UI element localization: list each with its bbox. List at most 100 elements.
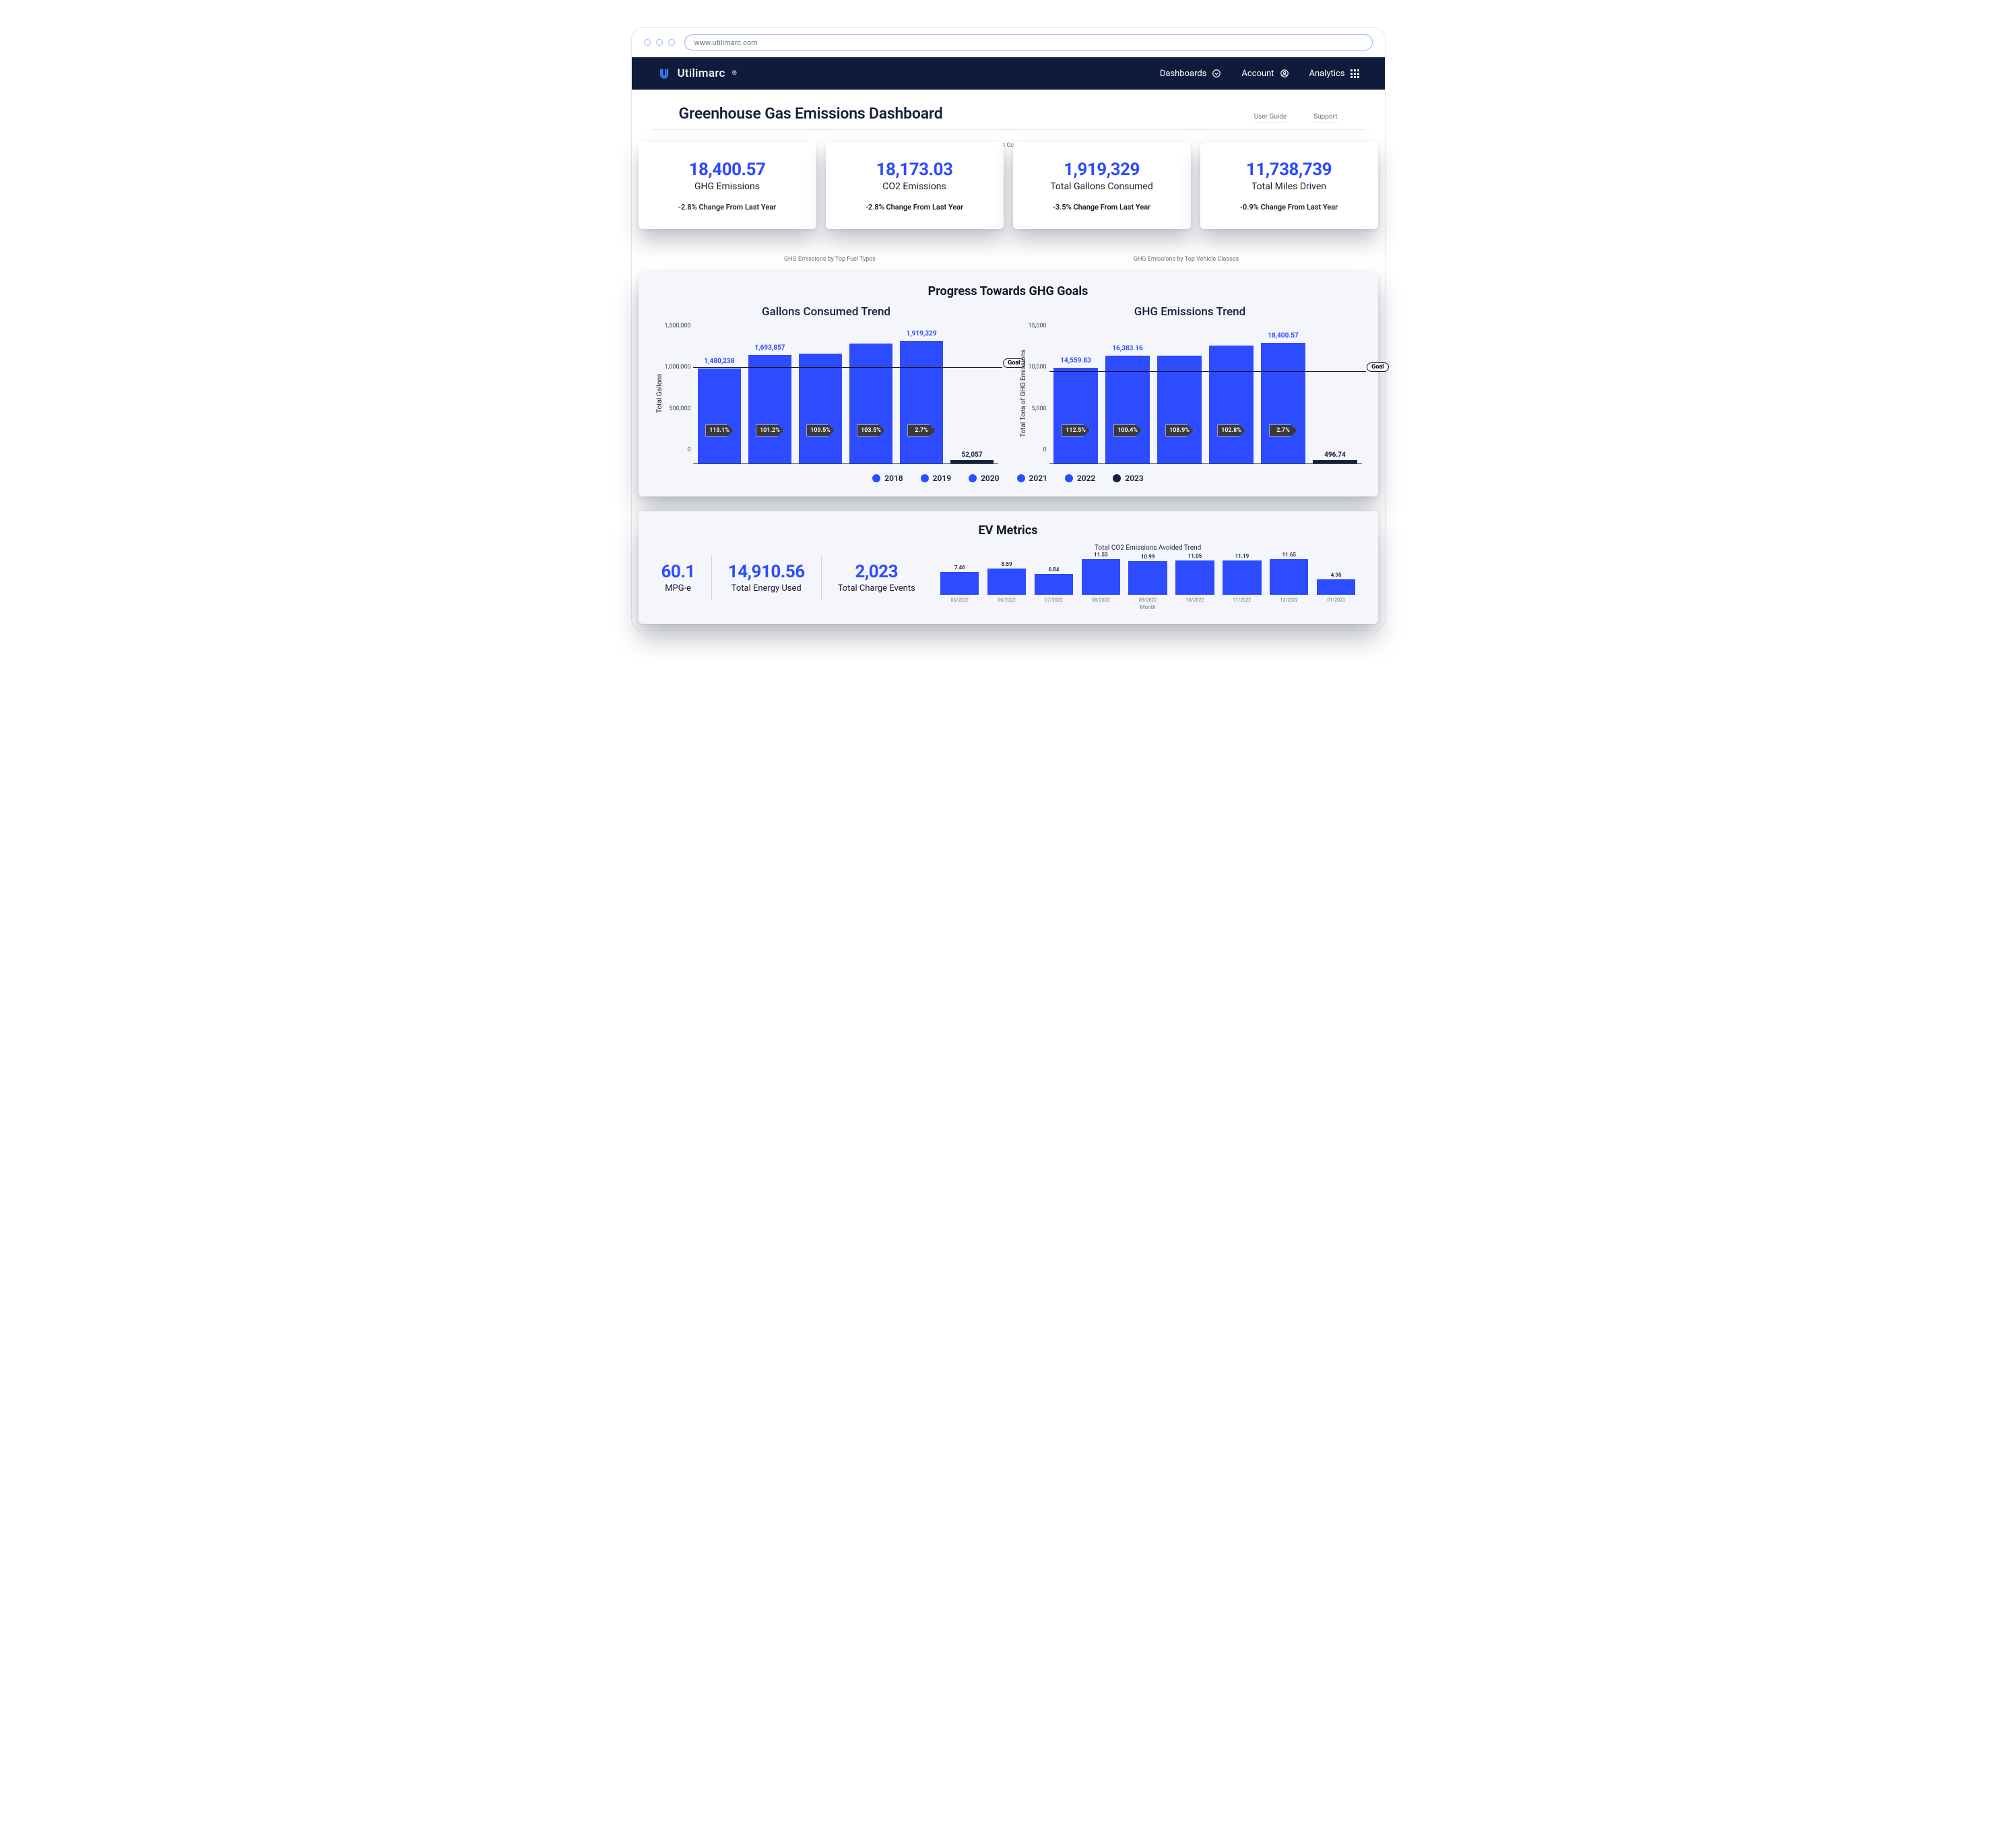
- mini-bar: 6.84 07/2022: [1033, 567, 1076, 603]
- legend-item: 2022: [1065, 474, 1095, 483]
- page-header: Greenhouse Gas Emissions Dashboard User …: [652, 90, 1365, 130]
- bar-rect: [1261, 343, 1305, 463]
- mini-bar-label: 01/2023: [1327, 598, 1345, 603]
- url-bar[interactable]: www.utilimarc.com: [684, 34, 1373, 51]
- kpi-card: 1,919,329 Total Gallons Consumed -3.5% C…: [1013, 142, 1191, 229]
- y-axis-ticks: 1,500,0001,000,000500,0000: [665, 323, 694, 464]
- mini-bar: 11.19 11/2022: [1221, 553, 1264, 603]
- ev-value: 14,910.56: [728, 562, 805, 582]
- support-link[interactable]: Support: [1313, 113, 1337, 123]
- traffic-lights: [644, 39, 675, 46]
- nav-dashboards[interactable]: Dashboards: [1160, 69, 1222, 79]
- ev-panel: EV Metrics 60.1 MPG-e14,910.56 Total Ene…: [639, 511, 1378, 624]
- chart-bar: 52,057: [949, 460, 996, 463]
- mini-bar-value: 11.05: [1188, 553, 1202, 559]
- chart-bar: 1,480,238: [696, 368, 742, 463]
- legend-dot: [1065, 474, 1073, 482]
- mini-bar-label: 10/2022: [1186, 598, 1204, 603]
- mini-chart-bars: 7.46 05/20228.59 06/20226.84 07/202211.5…: [938, 556, 1358, 603]
- bar-rect: [799, 354, 841, 463]
- bar-value-label: 18,400.57: [1268, 332, 1299, 340]
- mini-bar: 7.46 05/2022: [938, 564, 981, 603]
- y-axis-label: Total Gallons: [655, 323, 665, 464]
- brand[interactable]: Utilimarc®: [657, 67, 738, 80]
- chart-bar: [797, 354, 843, 463]
- mini-bar-value: 4.95: [1331, 572, 1342, 578]
- pct-change-arrow: [949, 424, 996, 437]
- user-guide-link[interactable]: User Guide: [1254, 113, 1287, 123]
- legend-label: 2022: [1077, 474, 1095, 483]
- mini-bar: 11.65 12/2022: [1268, 552, 1311, 603]
- kpi-value: 11,738,739: [1207, 160, 1371, 180]
- url-text: www.utilimarc.com: [694, 38, 758, 47]
- mini-bar-value: 10.99: [1141, 554, 1155, 560]
- kpi-change: -0.9% Change From Last Year: [1207, 203, 1371, 212]
- browser-chrome: www.utilimarc.com: [632, 28, 1385, 57]
- mini-bar-rect: [1035, 574, 1073, 595]
- mini-bar-value: 8.59: [1002, 561, 1012, 567]
- y-axis-ticks: 15,00010,0005,0000: [1029, 323, 1049, 464]
- y-tick: 1,000,000: [665, 364, 691, 370]
- ev-value: 2,023: [838, 562, 915, 582]
- bar-value-label: 1,919,329: [906, 330, 936, 337]
- ev-metric: 60.1 MPG-e: [655, 555, 712, 600]
- apps-grid-icon: [1351, 69, 1359, 78]
- mini-bar-rect: [940, 572, 979, 595]
- chart-bar: 16,383.16: [1104, 356, 1152, 463]
- mini-bar-rect: [1175, 560, 1214, 595]
- kpi-value: 18,400.57: [645, 160, 810, 180]
- ghg-emissions-chart: GHG Emissions Trend Total Tons of GHG Em…: [1018, 305, 1362, 464]
- ev-metric: 14,910.56 Total Energy Used: [712, 555, 822, 600]
- legend-label: 2018: [884, 474, 903, 483]
- kpi-card: 18,173.03 CO2 Emissions -2.8% Change Fro…: [826, 142, 1004, 229]
- ev-panel-title: EV Metrics: [655, 523, 1362, 538]
- mini-bar-label: 05/2022: [950, 598, 969, 603]
- page-title: Greenhouse Gas Emissions Dashboard: [679, 104, 943, 123]
- nav-account[interactable]: Account: [1241, 69, 1289, 79]
- page-header-links: User Guide Support: [1254, 113, 1338, 123]
- kpi-change: -3.5% Change From Last Year: [1020, 203, 1184, 212]
- goal-line: Goal: [693, 367, 1002, 368]
- kpi-label: Total Gallons Consumed: [1020, 181, 1184, 192]
- ev-label: Total Charge Events: [838, 583, 915, 593]
- chart-bar: 1,919,329: [899, 341, 945, 463]
- mini-bar-label: 07/2022: [1045, 598, 1063, 603]
- legend-label: 2020: [981, 474, 999, 483]
- nav-analytics-label: Analytics: [1309, 69, 1345, 79]
- kpi-value: 18,173.03: [833, 160, 997, 180]
- co2-avoided-mini-chart: Total CO2 Emissions Avoided Trend 7.46 0…: [934, 544, 1362, 610]
- y-axis-label: Total Tons of GHG Emissions: [1018, 323, 1029, 464]
- bar-value-label: 14,559.83: [1060, 357, 1091, 364]
- bar-value-label: 52,057: [961, 451, 982, 459]
- nav-analytics[interactable]: Analytics: [1309, 69, 1359, 79]
- mini-bar-label: 12/2022: [1280, 598, 1298, 603]
- mini-bar-rect: [1223, 560, 1261, 595]
- y-tick: 1,500,000: [665, 323, 691, 329]
- mini-bar-label: 08/2022: [1092, 598, 1110, 603]
- bar-value-label: 496.74: [1324, 451, 1346, 459]
- kpi-label: CO2 Emissions: [833, 181, 997, 192]
- mini-bar-value: 11.65: [1282, 552, 1296, 558]
- legend-label: 2019: [933, 474, 951, 483]
- chart-bar: 1,693,857: [746, 355, 793, 463]
- progress-panel: Progress Towards GHG Goals Gallons Consu…: [639, 272, 1378, 496]
- mini-bar-rect: [1082, 559, 1120, 595]
- mini-bar-rect: [987, 569, 1026, 595]
- bar-rect: [1105, 356, 1149, 463]
- chart-bar: 14,559.83: [1052, 368, 1100, 463]
- chart-bar: [1156, 356, 1204, 463]
- mini-bar-label: 06/2022: [998, 598, 1016, 603]
- mini-chart-title: Total CO2 Emissions Avoided Trend: [938, 544, 1358, 552]
- bar-value-label: 1,480,238: [704, 358, 734, 365]
- y-tick: 500,000: [665, 406, 691, 412]
- legend-label: 2021: [1029, 474, 1047, 483]
- legend-item: 2023: [1113, 474, 1143, 483]
- progress-panel-title: Progress Towards GHG Goals: [655, 284, 1362, 298]
- bar-rect: [950, 460, 993, 463]
- ev-label: Total Energy Used: [728, 583, 805, 593]
- bar-rect: [849, 344, 892, 463]
- nav-account-label: Account: [1241, 69, 1274, 79]
- chart-bar: [1208, 346, 1256, 463]
- brand-reg: ®: [732, 70, 737, 77]
- kpi-change: -2.8% Change From Last Year: [833, 203, 997, 212]
